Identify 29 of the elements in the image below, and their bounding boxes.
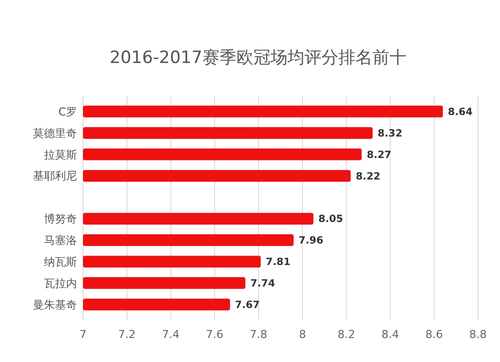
x-tick-label: 8.2 bbox=[338, 328, 356, 341]
y-tick-label: 博努奇 bbox=[44, 212, 77, 226]
data-label: 8.32 bbox=[378, 128, 402, 140]
data-label: 7.74 bbox=[250, 278, 276, 290]
x-tick-label: 8 bbox=[298, 328, 306, 341]
y-tick-label: 曼朱基奇 bbox=[33, 298, 77, 312]
data-label: 8.64 bbox=[448, 107, 473, 118]
data-label: 7.96 bbox=[298, 236, 324, 247]
x-tick-label: 8.4 bbox=[381, 328, 399, 341]
y-tick-label: 基耶利尼 bbox=[33, 170, 77, 183]
y-tick-label: C罗 bbox=[58, 105, 77, 118]
data-label: 7.81 bbox=[266, 257, 290, 268]
x-tick-label: 7.6 bbox=[206, 328, 224, 341]
x-tick-label: 7.4 bbox=[162, 328, 180, 341]
y-tick-label: 瓦拉内 bbox=[44, 276, 77, 290]
data-label: 8.05 bbox=[318, 214, 344, 226]
y-tick-label: 莫德里奇 bbox=[33, 126, 77, 140]
y-tick-label: 拉莫斯 bbox=[44, 148, 77, 162]
y-tick-label: 马塞洛 bbox=[44, 234, 77, 248]
chart-title: 2016-2017赛季欧冠场均评分排名前十 bbox=[110, 48, 406, 68]
x-tick-label: 8.6 bbox=[425, 328, 443, 341]
y-tick-label: 纳瓦斯 bbox=[44, 255, 77, 268]
x-tick-label: 7.2 bbox=[118, 328, 136, 341]
x-tick-label: 7 bbox=[80, 328, 86, 341]
data-label: 7.67 bbox=[235, 300, 260, 311]
data-label: 8.27 bbox=[366, 150, 392, 161]
x-tick-label: 8.8 bbox=[469, 328, 487, 341]
data-label: 8.22 bbox=[356, 171, 380, 182]
x-tick-label: 7.8 bbox=[250, 328, 268, 341]
